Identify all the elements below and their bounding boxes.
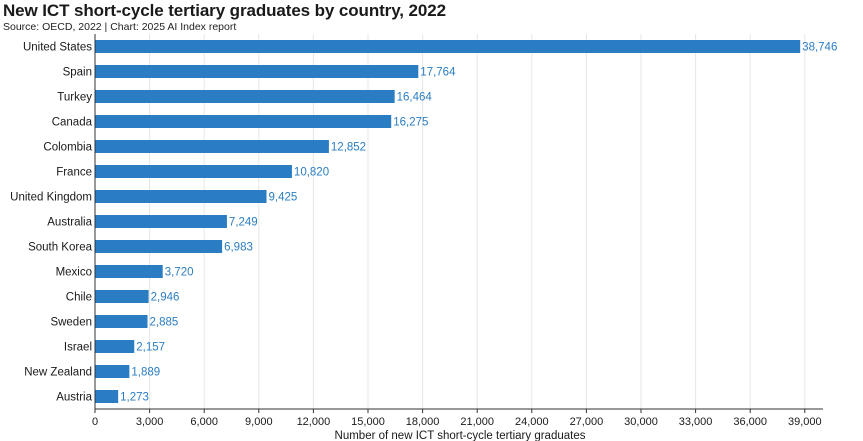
bar <box>95 365 130 378</box>
bar <box>95 340 135 353</box>
x-axis-title: Number of new ICT short-cycle tertiary g… <box>335 430 586 441</box>
category-label: New Zealand <box>24 367 92 379</box>
category-label: Turkey <box>57 92 92 104</box>
bar <box>95 65 419 78</box>
category-label: Sweden <box>50 317 92 329</box>
value-label: 1,273 <box>120 392 149 404</box>
x-tick-label: 36,000 <box>733 416 767 428</box>
category-label: Spain <box>63 67 92 79</box>
x-tick-label: 18,000 <box>406 416 440 428</box>
bar <box>95 190 267 203</box>
category-label: Colombia <box>43 142 92 154</box>
value-labels: 38,746 17,764 16,464 16,275 12,852 10,820 9,42… <box>120 42 837 404</box>
x-tick-label: 33,000 <box>679 416 713 428</box>
bar <box>95 290 149 303</box>
category-label: Australia <box>47 217 92 229</box>
chart-title: New ICT short-cycle tertiary graduates b… <box>3 1 446 20</box>
x-tick-label: 30,000 <box>624 416 658 428</box>
bar <box>95 165 292 178</box>
x-tick-label: 15,000 <box>351 416 385 428</box>
value-label: 7,249 <box>229 217 258 229</box>
bar <box>95 215 227 228</box>
value-label: 2,885 <box>150 317 179 329</box>
category-label: Austria <box>56 392 92 404</box>
value-label: 16,464 <box>397 92 433 104</box>
value-label: 3,720 <box>165 267 194 279</box>
x-tick-label: 0 <box>92 416 98 428</box>
bar <box>95 90 395 103</box>
category-label: Mexico <box>56 267 92 279</box>
x-axis: 0 3,000 6,000 9,000 12,000 15,000 18,000 21,000… <box>92 34 823 428</box>
value-label: 12,852 <box>331 142 366 154</box>
category-label: Canada <box>52 117 93 129</box>
x-tick-label: 24,000 <box>515 416 549 428</box>
value-label: 16,275 <box>393 117 428 129</box>
bars <box>95 40 801 403</box>
x-tick-label: 27,000 <box>570 416 604 428</box>
x-tick-label: 21,000 <box>460 416 494 428</box>
category-label: France <box>56 167 92 179</box>
value-label: 17,764 <box>420 67 456 79</box>
category-labels: United States Spain Turkey Canada Colombia Fr… <box>10 42 92 404</box>
value-label: 38,746 <box>802 42 837 54</box>
category-label: Chile <box>66 292 92 304</box>
value-label: 2,157 <box>136 342 165 354</box>
bar <box>95 115 392 128</box>
category-label: United States <box>23 42 92 54</box>
category-label: South Korea <box>28 242 93 254</box>
category-label: Israel <box>64 342 92 354</box>
x-tick-label: 39,000 <box>788 416 822 428</box>
value-label: 1,889 <box>131 367 160 379</box>
bar <box>95 390 119 403</box>
bar <box>95 265 163 278</box>
category-label: United Kingdom <box>10 192 92 204</box>
value-label: 10,820 <box>294 167 329 179</box>
x-tick-label: 6,000 <box>190 416 218 428</box>
x-tick-label: 9,000 <box>245 416 273 428</box>
bar <box>95 315 148 328</box>
value-label: 2,946 <box>151 292 180 304</box>
value-label: 9,425 <box>269 192 298 204</box>
bar <box>95 140 329 153</box>
x-tick-label: 3,000 <box>136 416 164 428</box>
bar <box>95 40 801 53</box>
x-tick-label: 12,000 <box>297 416 331 428</box>
bar <box>95 240 223 253</box>
value-label: 6,983 <box>224 242 253 254</box>
chart-subtitle: Source: OECD, 2022 | Chart: 2025 AI Inde… <box>3 21 237 33</box>
